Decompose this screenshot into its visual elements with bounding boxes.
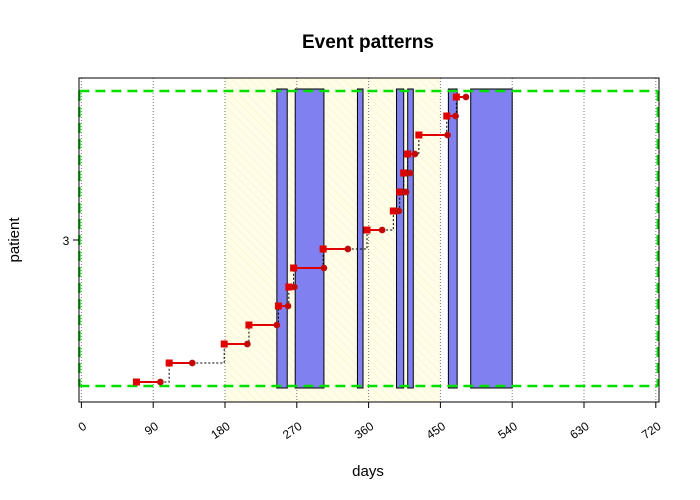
chart-title: Event patterns bbox=[302, 32, 434, 53]
y-tick-label: 3 bbox=[63, 234, 70, 248]
event-start-marker bbox=[415, 131, 423, 139]
event-start-marker bbox=[400, 169, 408, 177]
event-end-marker bbox=[344, 245, 352, 253]
event-start-marker bbox=[165, 359, 173, 367]
x-tick-label: 0 bbox=[76, 419, 90, 434]
exposure-period bbox=[294, 88, 325, 389]
event-end-marker bbox=[462, 93, 470, 101]
follow-up-band-hatch bbox=[224, 78, 441, 402]
event-end-marker bbox=[402, 188, 410, 196]
x-tick-label: 630 bbox=[567, 419, 592, 442]
event-end-marker bbox=[406, 169, 414, 177]
event-end-marker bbox=[395, 207, 403, 215]
event-start-marker bbox=[389, 207, 397, 215]
event-end-marker bbox=[284, 302, 292, 310]
event-end-marker bbox=[156, 378, 164, 386]
exposure-period bbox=[470, 88, 513, 389]
exposure-period bbox=[356, 88, 364, 389]
event-start-marker bbox=[363, 226, 371, 234]
x-tick-label: 360 bbox=[352, 419, 377, 442]
event-connector bbox=[192, 344, 225, 364]
event-start-marker bbox=[285, 283, 293, 291]
event-end-marker bbox=[291, 283, 298, 291]
event-end-marker bbox=[444, 131, 451, 139]
event-end-marker bbox=[378, 226, 386, 234]
event-start-marker bbox=[404, 150, 412, 158]
exposure-period bbox=[276, 88, 288, 389]
event-end-marker bbox=[273, 321, 281, 329]
event-start-marker bbox=[132, 378, 140, 386]
x-axis-label: days bbox=[352, 463, 384, 480]
event-start-marker bbox=[220, 340, 228, 348]
event-end-marker bbox=[243, 340, 251, 348]
event-start-marker bbox=[319, 245, 327, 253]
plot-area bbox=[73, 77, 660, 408]
exposure-period bbox=[396, 88, 405, 389]
event-end-marker bbox=[411, 150, 419, 158]
x-tick-label: 540 bbox=[495, 419, 520, 442]
event-end-marker bbox=[452, 112, 459, 120]
event-start-marker bbox=[274, 302, 282, 310]
y-axis-label: patient bbox=[6, 217, 23, 263]
x-tick-label: 90 bbox=[142, 419, 161, 438]
x-tick-label: 450 bbox=[424, 419, 449, 442]
x-tick-label: 270 bbox=[280, 419, 305, 442]
event-start-marker bbox=[452, 93, 460, 101]
x-tick-label: 180 bbox=[208, 419, 233, 442]
x-tick-label: 720 bbox=[639, 419, 664, 442]
event-end-marker bbox=[188, 359, 196, 367]
event-start-marker bbox=[290, 264, 298, 272]
exposure-period bbox=[447, 88, 458, 389]
event-connector bbox=[160, 363, 170, 383]
exposure-period bbox=[407, 88, 414, 389]
event-start-marker bbox=[443, 112, 451, 120]
event-start-marker bbox=[245, 321, 253, 329]
event-start-marker bbox=[396, 188, 404, 196]
event-end-marker bbox=[320, 264, 328, 272]
